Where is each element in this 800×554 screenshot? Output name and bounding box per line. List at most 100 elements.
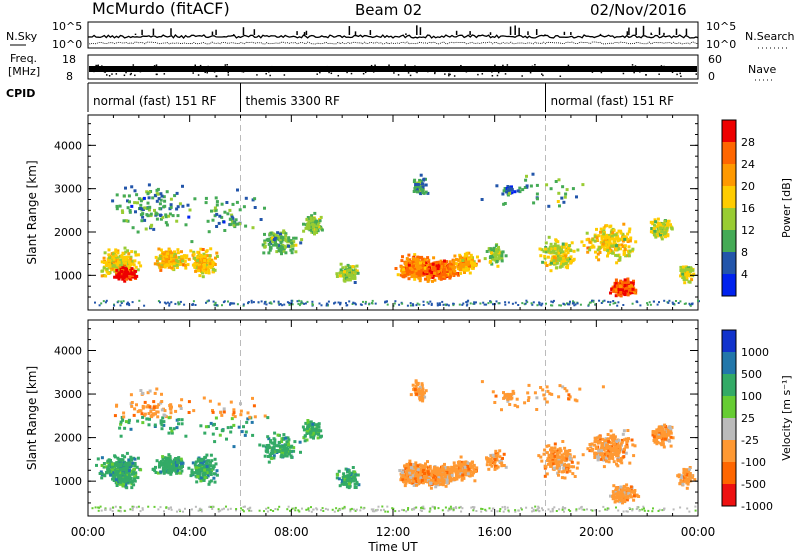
data-cell [263, 232, 266, 236]
ground-scatter-cell [227, 300, 229, 303]
data-cell [214, 208, 218, 212]
data-cell [115, 461, 119, 465]
data-cell [608, 240, 612, 243]
data-cell [603, 248, 607, 251]
data-cell [603, 235, 607, 239]
data-cell [557, 178, 561, 182]
data-cell [96, 457, 100, 461]
data-cell [292, 449, 296, 453]
data-cell [567, 259, 571, 263]
ground-scatter-cell [406, 304, 409, 307]
data-cell [139, 203, 143, 207]
ground-scatter-cell [636, 301, 639, 304]
data-cell [294, 243, 298, 247]
ground-scatter-cell [487, 302, 490, 305]
data-cell [629, 286, 633, 290]
ground-scatter-cell [688, 302, 691, 305]
data-cell [628, 288, 632, 292]
data-cell [267, 445, 271, 449]
ground-scatter-cell [360, 303, 363, 306]
cpid-segment-label: normal (fast) 151 RF [551, 94, 675, 108]
data-cell [155, 188, 159, 192]
data-cell [566, 251, 570, 255]
data-cell [123, 426, 127, 430]
data-cell [141, 421, 145, 425]
data-cell [108, 469, 111, 473]
data-cell [213, 263, 217, 266]
data-cell [134, 473, 138, 477]
data-cell [659, 233, 662, 237]
data-cell [500, 254, 504, 258]
ground-scatter-cell [458, 303, 461, 306]
data-cell [229, 222, 233, 226]
data-cell [601, 229, 605, 233]
data-cell [191, 263, 195, 267]
data-cell [238, 222, 242, 226]
data-cell [405, 462, 409, 466]
data-cell [118, 471, 122, 475]
data-cell [102, 473, 106, 477]
data-cell [198, 463, 202, 467]
data-cell [174, 467, 177, 471]
data-cell [456, 267, 460, 271]
data-cell [292, 446, 296, 450]
nave-point [481, 73, 484, 75]
nave-point [602, 68, 605, 71]
data-cell [354, 486, 358, 489]
data-cell [510, 191, 514, 195]
data-cell [429, 262, 433, 266]
data-cell [562, 262, 565, 266]
data-cell [626, 293, 630, 297]
data-cell [209, 258, 213, 262]
data-cell [621, 245, 625, 248]
nave-point [193, 67, 195, 70]
data-cell [421, 182, 425, 186]
ground-scatter-cell [273, 300, 276, 303]
data-cell [253, 206, 257, 209]
nave-point [521, 75, 523, 77]
data-cell [267, 460, 271, 464]
data-cell [631, 281, 635, 285]
data-cell [120, 209, 124, 213]
data-cell [497, 245, 500, 249]
ground-scatter-cell [398, 303, 401, 306]
data-cell [281, 448, 285, 452]
data-cell [132, 413, 136, 417]
data-cell [685, 276, 689, 280]
nave-point [103, 71, 106, 73]
data-cell [418, 279, 422, 283]
data-cell [549, 242, 553, 246]
ground-scatter-cell [354, 303, 357, 306]
data-cell [269, 231, 273, 235]
data-cell [102, 462, 106, 465]
data-cell [282, 229, 286, 233]
data-cell [122, 272, 126, 276]
data-cell [187, 411, 191, 414]
data-cell [308, 423, 312, 427]
data-cell [201, 248, 205, 251]
data-cell [177, 422, 180, 426]
data-cell [134, 269, 138, 273]
ground-scatter-cell [288, 301, 290, 304]
data-cell [556, 258, 560, 262]
data-cell [503, 187, 507, 190]
data-cell [121, 484, 125, 488]
ground-scatter-cell [401, 302, 404, 305]
data-cell [203, 468, 207, 472]
data-cell [439, 269, 442, 273]
data-cell [611, 231, 615, 235]
data-cell [306, 419, 310, 422]
data-cell [123, 480, 127, 484]
data-cell [552, 259, 556, 263]
ground-scatter-cell [524, 302, 527, 305]
data-cell [160, 423, 164, 427]
data-cell [121, 454, 125, 458]
data-cell [400, 269, 404, 273]
data-cell [127, 252, 131, 256]
data-cell [659, 226, 663, 230]
data-cell [465, 254, 469, 258]
data-cell [419, 187, 423, 191]
data-cell [259, 218, 263, 221]
data-cell [428, 269, 432, 273]
data-cell [196, 469, 200, 473]
